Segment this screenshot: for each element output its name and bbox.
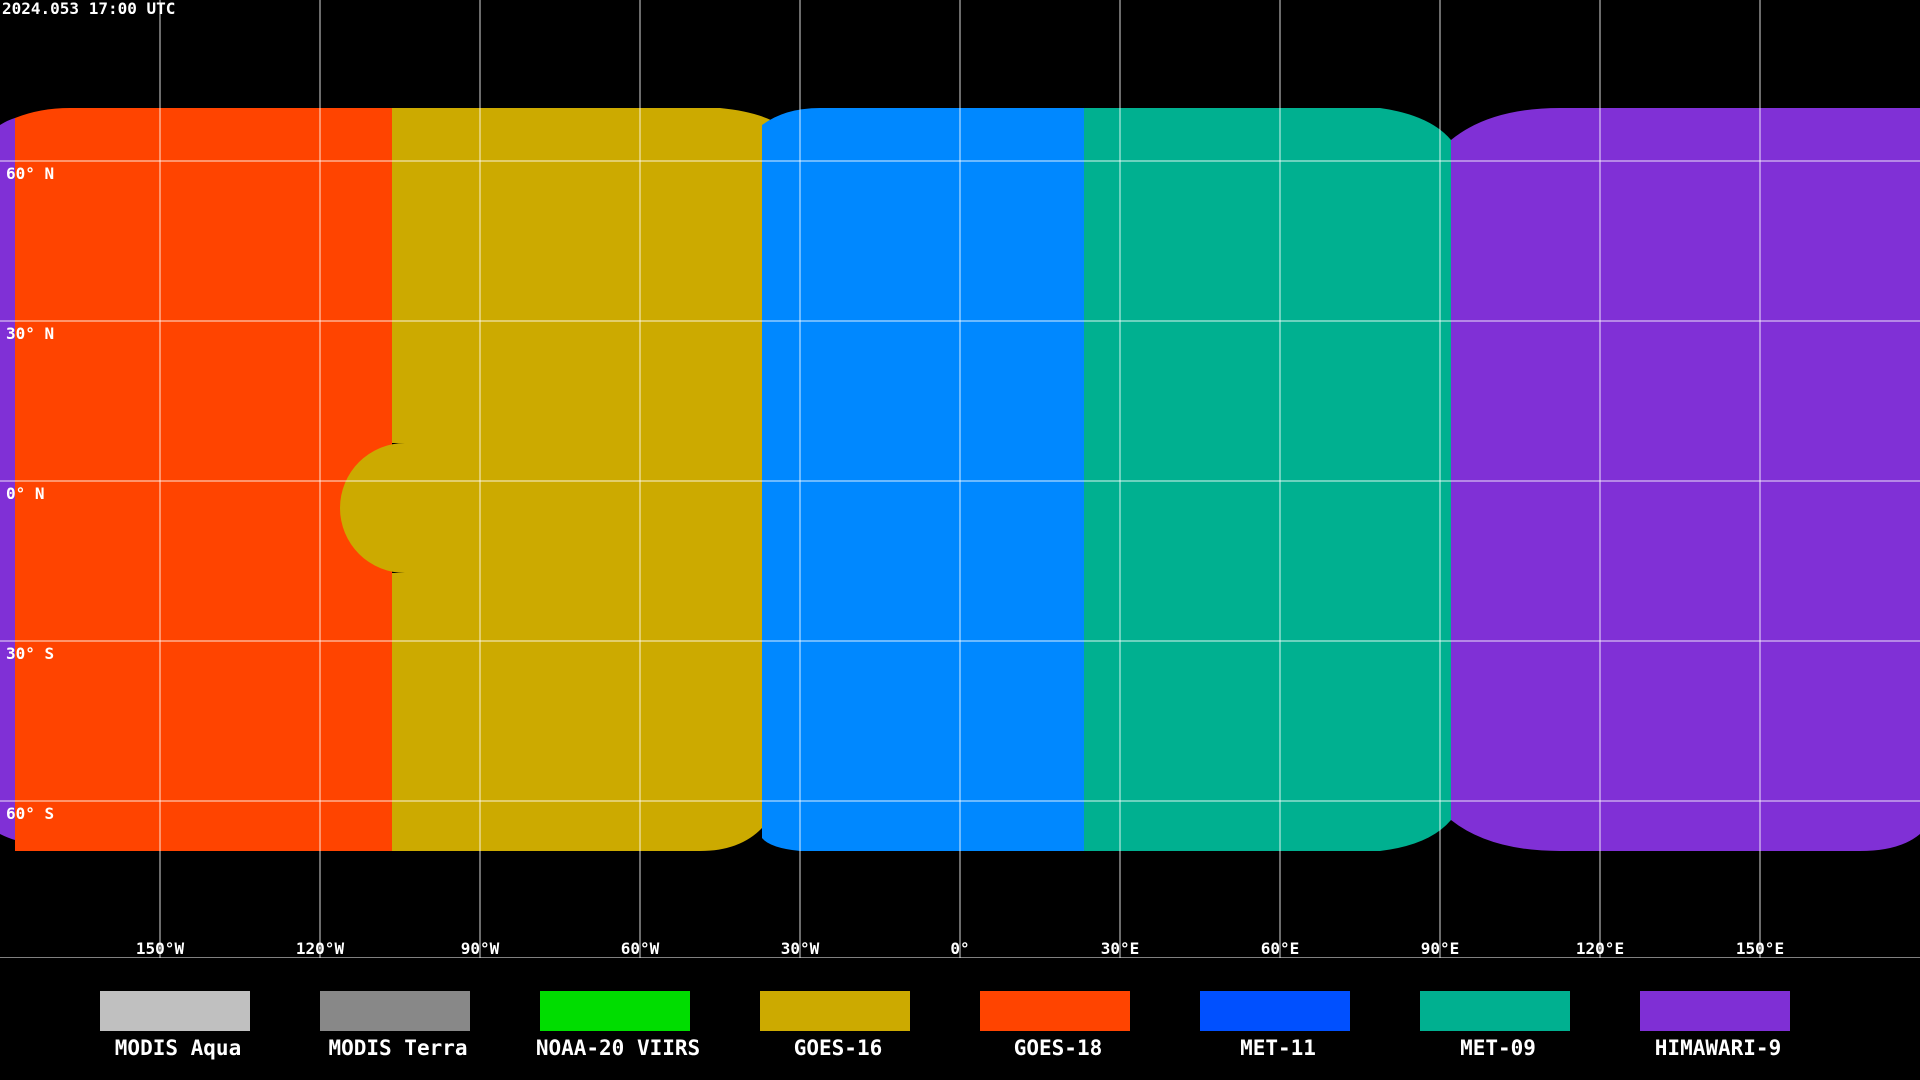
legend-swatch <box>1420 991 1570 1031</box>
legend-swatch <box>320 991 470 1031</box>
longitude-label: 60°W <box>621 939 660 958</box>
legend-swatch <box>1640 991 1790 1031</box>
himawari-wrap-region <box>0 118 15 840</box>
legend-label: MET-11 <box>1240 1036 1316 1060</box>
labels: 2024.053 17:00 UTC 60° N 30° N 0° N 30° S 60… <box>2 0 1784 958</box>
legend-swatch <box>980 991 1130 1031</box>
timestamp: 2024.053 17:00 UTC <box>2 0 175 18</box>
longitude-label: 0° <box>950 939 969 958</box>
latitude-label: 0° N <box>6 484 45 503</box>
goes-16-region <box>340 108 845 851</box>
longitude-label: 120°W <box>296 939 345 958</box>
legend-label: HIMAWARI-9 <box>1655 1036 1781 1060</box>
longitude-label: 30°W <box>781 939 820 958</box>
legend-label: GOES-16 <box>794 1036 883 1060</box>
coverage-regions <box>0 108 1920 851</box>
legend-label: MET-09 <box>1460 1036 1536 1060</box>
legend-label: NOAA-20 VIIRS <box>536 1036 700 1060</box>
latitude-label: 30° S <box>6 644 54 663</box>
longitude-label: 90°E <box>1421 939 1460 958</box>
longitude-label: 150°W <box>136 939 185 958</box>
himawari-9-region <box>1451 108 1920 851</box>
legend-label: MODIS Aqua <box>115 1036 241 1060</box>
met-11-region <box>762 108 1084 851</box>
legend: MODIS Aqua MODIS Terra NOAA-20 VIIRS GOES-1… <box>100 991 1790 1060</box>
legend-swatch <box>760 991 910 1031</box>
longitude-label: 150°E <box>1736 939 1784 958</box>
longitude-label: 90°W <box>461 939 500 958</box>
latitude-label: 60° N <box>6 164 54 183</box>
legend-panel <box>0 958 1920 1080</box>
goes-18-region <box>15 108 392 851</box>
longitude-label: 120°E <box>1576 939 1624 958</box>
legend-swatch <box>540 991 690 1031</box>
longitude-label: 60°E <box>1261 939 1300 958</box>
met-09-region <box>1084 108 1451 851</box>
legend-swatch <box>1200 991 1350 1031</box>
latitude-label: 30° N <box>6 324 54 343</box>
legend-swatch <box>100 991 250 1031</box>
legend-label: GOES-18 <box>1014 1036 1103 1060</box>
legend-label: MODIS Terra <box>328 1036 467 1060</box>
latitude-label: 60° S <box>6 804 54 823</box>
longitude-label: 30°E <box>1101 939 1140 958</box>
